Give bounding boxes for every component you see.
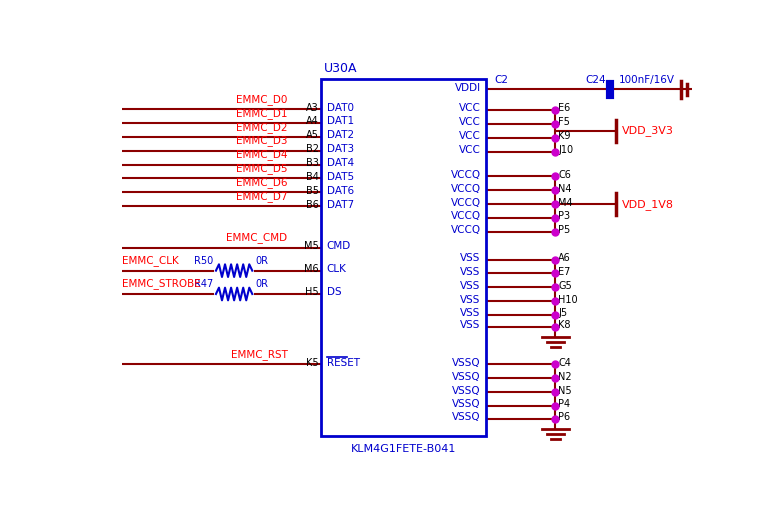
Text: EMMC_D7: EMMC_D7	[236, 191, 288, 202]
Text: K5: K5	[307, 358, 319, 368]
Text: 100nF/16V: 100nF/16V	[619, 76, 675, 85]
Text: DAT1: DAT1	[327, 117, 354, 126]
Text: N2: N2	[558, 372, 572, 382]
Text: VSS: VSS	[461, 320, 481, 331]
Text: P5: P5	[558, 225, 571, 235]
Text: VCCQ: VCCQ	[450, 225, 481, 235]
Text: VCCQ: VCCQ	[450, 211, 481, 222]
Text: VCCQ: VCCQ	[450, 183, 481, 194]
Text: VCCQ: VCCQ	[450, 197, 481, 208]
Text: EMMC_D1: EMMC_D1	[236, 108, 288, 119]
Text: P3: P3	[558, 211, 571, 222]
Text: A6: A6	[558, 253, 571, 263]
Text: U30A: U30A	[324, 62, 357, 75]
Text: H5: H5	[305, 287, 319, 298]
Text: EMMC_D6: EMMC_D6	[236, 177, 288, 188]
Text: M4: M4	[558, 197, 573, 208]
Text: B2: B2	[306, 144, 319, 154]
Text: E7: E7	[558, 267, 571, 277]
Text: VCC: VCC	[459, 117, 481, 127]
Text: P4: P4	[558, 399, 571, 410]
Text: K9: K9	[558, 131, 571, 141]
Text: VSSQ: VSSQ	[452, 372, 481, 382]
Text: 0R: 0R	[256, 255, 268, 266]
Text: VSSQ: VSSQ	[452, 399, 481, 410]
Text: DAT3: DAT3	[327, 144, 354, 154]
Text: EMMC_STROBE: EMMC_STROBE	[122, 278, 201, 289]
Text: DS: DS	[327, 287, 342, 298]
Text: EMMC_D5: EMMC_D5	[236, 163, 288, 174]
Text: VCC: VCC	[459, 103, 481, 114]
Text: VSS: VSS	[461, 267, 481, 277]
Text: VSS: VSS	[461, 281, 481, 291]
Text: F5: F5	[558, 117, 570, 127]
Text: C24: C24	[586, 76, 606, 85]
Text: C6: C6	[558, 170, 571, 180]
Text: M6: M6	[304, 264, 319, 274]
Text: DAT2: DAT2	[327, 130, 354, 140]
Text: N4: N4	[558, 183, 572, 194]
Text: EMMC_D2: EMMC_D2	[236, 122, 288, 133]
Text: G5: G5	[558, 281, 572, 291]
Text: VCCQ: VCCQ	[450, 170, 481, 180]
Text: A3: A3	[307, 103, 319, 113]
Text: VDDI: VDDI	[454, 83, 481, 93]
Text: VSSQ: VSSQ	[452, 386, 481, 396]
Text: VSS: VSS	[461, 308, 481, 318]
Text: J10: J10	[558, 145, 573, 155]
Text: M5: M5	[304, 241, 319, 251]
Text: B4: B4	[306, 172, 319, 182]
Text: K8: K8	[558, 320, 571, 331]
Text: R47: R47	[194, 279, 213, 289]
Text: DAT6: DAT6	[327, 186, 354, 196]
Text: C2: C2	[495, 76, 509, 85]
Text: VSS: VSS	[461, 295, 481, 304]
Text: R50: R50	[194, 255, 213, 266]
Text: EMMC_CMD: EMMC_CMD	[226, 232, 288, 243]
Text: A5: A5	[306, 130, 319, 140]
Text: CLK: CLK	[327, 264, 346, 274]
Text: J5: J5	[558, 308, 568, 318]
Text: N5: N5	[558, 386, 572, 396]
Text: VDD_3V3: VDD_3V3	[622, 125, 674, 136]
Text: EMMC_RST: EMMC_RST	[231, 349, 288, 360]
Text: DAT4: DAT4	[327, 158, 354, 168]
Text: EMMC_CLK: EMMC_CLK	[122, 254, 179, 266]
Text: DAT5: DAT5	[327, 172, 354, 182]
Text: RESET: RESET	[327, 358, 360, 368]
Text: KLM4G1FETE-B041: KLM4G1FETE-B041	[350, 444, 456, 454]
Text: EMMC_D3: EMMC_D3	[236, 136, 288, 146]
Text: VSSQ: VSSQ	[452, 358, 481, 368]
Text: A4: A4	[307, 117, 319, 126]
Text: VSS: VSS	[461, 253, 481, 263]
Bar	[321, 80, 486, 436]
Text: C4: C4	[558, 358, 571, 368]
Text: B6: B6	[306, 199, 319, 210]
Text: VSSQ: VSSQ	[452, 412, 481, 422]
Text: E6: E6	[558, 103, 571, 114]
Text: DAT0: DAT0	[327, 103, 353, 113]
Text: CMD: CMD	[327, 241, 351, 251]
Text: B5: B5	[306, 186, 319, 196]
Text: VCC: VCC	[459, 145, 481, 155]
Text: 0R: 0R	[256, 279, 268, 289]
Text: B3: B3	[306, 158, 319, 168]
Text: P6: P6	[558, 412, 571, 422]
Text: EMMC_D0: EMMC_D0	[236, 94, 288, 105]
Text: DAT7: DAT7	[327, 199, 354, 210]
Text: H10: H10	[558, 295, 578, 304]
Text: VDD_1V8: VDD_1V8	[622, 199, 674, 210]
Text: EMMC_D4: EMMC_D4	[236, 150, 288, 160]
Text: VCC: VCC	[459, 131, 481, 141]
